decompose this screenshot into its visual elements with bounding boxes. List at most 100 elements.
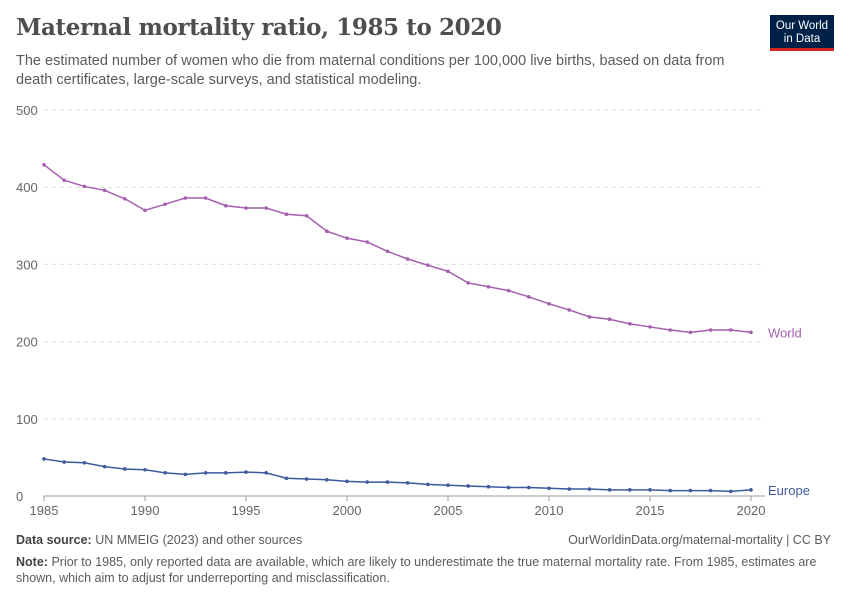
owid-logo[interactable]: Our World in Data — [770, 15, 834, 51]
data-point — [486, 484, 491, 489]
data-point — [325, 229, 329, 234]
source-label: Data source: — [16, 533, 92, 547]
data-point — [345, 479, 349, 484]
data-point — [466, 484, 471, 488]
data-point — [365, 480, 370, 484]
data-point — [527, 295, 531, 299]
data-point — [708, 328, 713, 332]
x-tick-label: 1985 — [30, 503, 59, 518]
y-tick-label: 200 — [16, 335, 38, 350]
chart-subtitle: The estimated number of women who die fr… — [16, 53, 725, 88]
data-point — [628, 322, 632, 326]
data-point — [325, 477, 329, 482]
data-point — [446, 483, 450, 487]
data-point — [163, 202, 167, 206]
series-label-world: World — [768, 325, 802, 340]
data-point — [42, 163, 46, 167]
source-url[interactable]: OurWorldinData.org/maternal-mortality | … — [568, 533, 831, 547]
line-chart: 0 100 200 300 400 500 1985 1990 1995 2000 2005 2010… — [16, 103, 810, 518]
data-point — [143, 467, 147, 472]
note-label: Note: — [16, 555, 48, 569]
data-point — [183, 472, 188, 477]
data-point — [42, 457, 46, 461]
x-tick-label: 1995 — [232, 503, 261, 518]
data-point — [405, 257, 410, 261]
data-point — [203, 471, 208, 475]
note-text: Prior to 1985, only reported data are av… — [16, 555, 817, 585]
data-point — [648, 325, 652, 329]
y-tick-label: 300 — [16, 257, 38, 272]
x-tick-label: 1990 — [131, 503, 160, 518]
data-point — [244, 206, 248, 210]
data-point — [668, 488, 672, 493]
x-tick-label: 2000 — [333, 503, 362, 518]
data-source: Data source: UN MMEIG (2023) and other s… — [16, 533, 302, 547]
data-point — [607, 317, 612, 322]
data-point — [405, 481, 410, 485]
series-label-europe: Europe — [768, 483, 810, 498]
data-point — [385, 480, 390, 484]
data-point — [547, 301, 551, 306]
data-point — [203, 196, 208, 200]
data-point — [607, 488, 612, 492]
data-point — [688, 330, 693, 335]
x-tick-label: 2015 — [636, 503, 665, 518]
data-point — [587, 315, 592, 319]
data-point — [729, 328, 733, 332]
data-point — [62, 178, 66, 183]
data-point — [547, 486, 551, 491]
data-point — [668, 328, 672, 332]
data-point — [183, 196, 188, 200]
data-point — [82, 184, 87, 189]
data-point — [304, 477, 309, 481]
data-point — [385, 249, 390, 254]
series-line-world — [43, 164, 752, 334]
data-point — [264, 471, 269, 475]
data-point — [123, 196, 127, 201]
data-point — [365, 240, 370, 244]
data-point — [345, 236, 349, 240]
data-point — [446, 269, 450, 274]
data-point — [102, 188, 107, 193]
data-point — [567, 487, 571, 491]
y-tick-label: 400 — [16, 180, 38, 195]
data-point — [587, 487, 592, 491]
y-tick-label: 0 — [16, 489, 23, 504]
chart-title: Maternal mortality ratio, 1985 to 2020 — [16, 14, 502, 41]
data-point — [486, 284, 491, 289]
data-point — [729, 489, 733, 494]
data-point — [708, 488, 713, 493]
data-point — [304, 213, 309, 218]
data-point — [567, 308, 571, 312]
data-point — [102, 464, 107, 469]
x-tick-label: 2010 — [535, 503, 564, 518]
data-point — [264, 206, 269, 210]
source-text[interactable]: UN MMEIG (2023) and other sources — [95, 533, 303, 547]
chart-note: Note: Prior to 1985, only reported data … — [16, 554, 836, 586]
data-point — [123, 467, 127, 471]
data-point — [426, 482, 430, 487]
data-point — [82, 461, 87, 465]
data-point — [466, 281, 471, 285]
data-point — [284, 476, 289, 481]
x-tick-label: 2020 — [737, 503, 766, 518]
data-point — [62, 460, 66, 464]
data-point — [426, 263, 430, 267]
data-point — [163, 471, 167, 475]
series-line-europe — [43, 458, 752, 493]
data-point — [284, 212, 289, 217]
data-point — [143, 208, 147, 213]
data-point — [628, 488, 632, 492]
y-tick-label: 500 — [16, 103, 38, 118]
data-point — [688, 488, 693, 493]
data-point — [244, 470, 248, 474]
data-point — [648, 488, 652, 492]
y-tick-label: 100 — [16, 412, 38, 427]
data-point — [506, 288, 511, 293]
data-point — [527, 485, 531, 490]
x-tick-label: 2005 — [434, 503, 463, 518]
data-point — [749, 330, 753, 335]
data-point — [749, 488, 753, 492]
data-point — [224, 471, 228, 475]
